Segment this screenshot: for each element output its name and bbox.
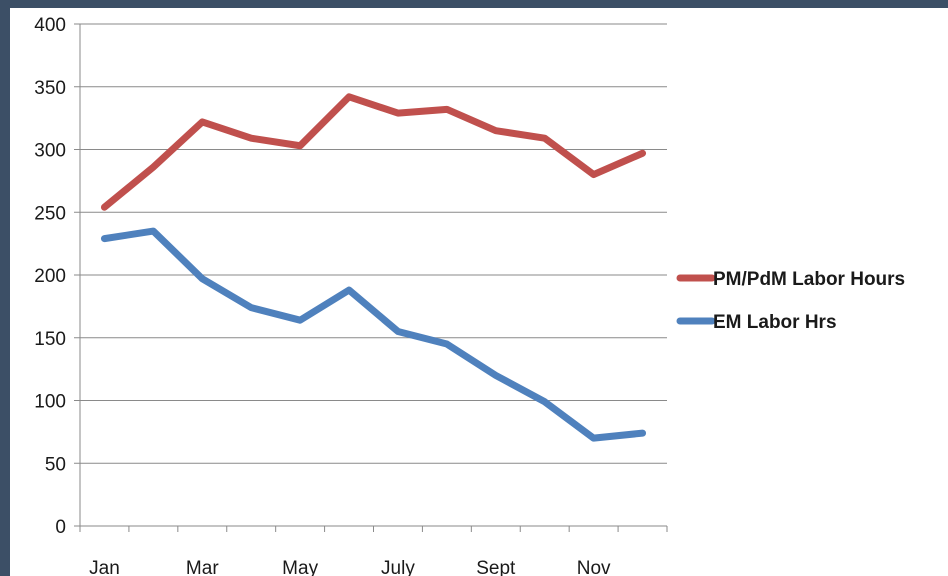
axes — [74, 23, 668, 532]
x-axis-tick-labels: Jan Mar May July Sept Nov — [89, 558, 611, 576]
legend: PM/PdM Labor Hours EM Labor Hrs — [676, 269, 905, 333]
series-line-pm-pdm — [100, 93, 647, 211]
x-tick-label: Mar — [186, 558, 219, 576]
x-tick-label: May — [282, 558, 318, 576]
series-lines — [100, 93, 647, 442]
x-tick-label: Nov — [577, 558, 611, 576]
x-tick-label: Jan — [89, 558, 120, 576]
chart-panel: 0 50 100 150 200 250 300 350 400 Jan Mar May July Se… — [10, 8, 948, 576]
y-tick-label: 100 — [34, 392, 66, 413]
y-tick-label: 0 — [55, 517, 66, 538]
y-tick-label: 400 — [34, 15, 66, 36]
y-tick-label: 50 — [45, 454, 66, 475]
y-tick-label: 300 — [34, 141, 66, 162]
gridlines — [80, 23, 667, 464]
x-tick-label: Sept — [476, 558, 516, 576]
legend-label: PM/PdM Labor Hours — [713, 269, 905, 290]
y-tick-label: 200 — [34, 266, 66, 287]
line-chart: 0 50 100 150 200 250 300 350 400 Jan Mar May July Se… — [34, 15, 905, 576]
series-line-em — [100, 227, 647, 442]
y-tick-label: 150 — [34, 329, 66, 350]
x-tick-label: July — [381, 558, 415, 576]
y-tick-label: 250 — [34, 203, 66, 224]
y-axis-tick-labels: 0 50 100 150 200 250 300 350 400 — [34, 15, 66, 538]
legend-label: EM Labor Hrs — [713, 312, 837, 333]
y-tick-label: 350 — [34, 78, 66, 99]
